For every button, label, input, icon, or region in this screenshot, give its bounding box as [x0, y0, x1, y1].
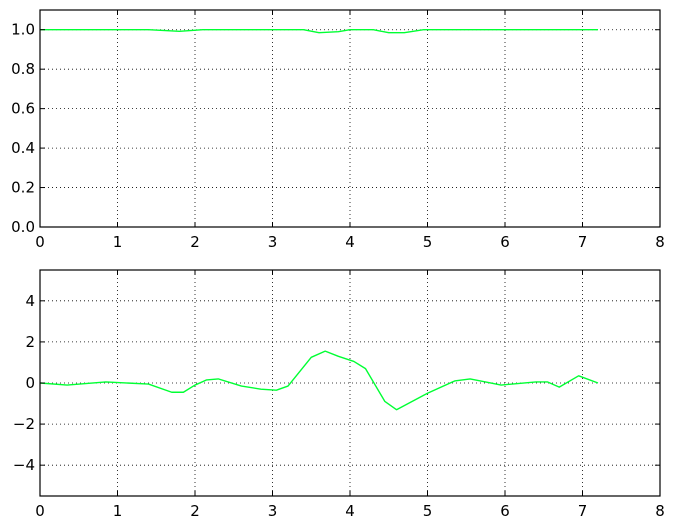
x-tick-label: 3: [268, 233, 278, 251]
bottom-subplot: 0 1 2 3 4 5 6 7 8 −4 −2 0 2 4: [13, 269, 665, 520]
x-tick-label: 0: [35, 233, 45, 251]
x-tick-label: 5: [423, 502, 433, 520]
x-tick-label: 7: [578, 233, 588, 251]
x-tick-label: 4: [345, 502, 355, 520]
x-tick-label: 8: [655, 502, 665, 520]
top-subplot: 0 1 2 3 4 5 6 7 8 0.0 0.2 0.4 0.6 0.8 1.0: [11, 9, 665, 251]
y-tick-label: 0.2: [11, 179, 35, 197]
x-tick-label: 2: [190, 502, 200, 520]
y-tick-label: 4: [25, 292, 35, 310]
x-tick-label: 6: [500, 233, 510, 251]
x-tick-label: 0: [35, 502, 45, 520]
y-tick-label: 1.0: [11, 21, 35, 39]
x-tick-label: 2: [190, 233, 200, 251]
y-tick-label: −4: [13, 456, 35, 474]
x-tick-label: 1: [113, 502, 123, 520]
y-tick-label: 0.8: [11, 60, 35, 78]
x-tick-label: 7: [578, 502, 588, 520]
y-tick-label: −2: [13, 415, 35, 433]
series-line: [40, 29, 598, 34]
y-tick-label: 0.6: [11, 100, 35, 118]
y-tick-label: 0.4: [11, 139, 35, 157]
x-tick-label: 1: [113, 233, 123, 251]
y-tick-label: 2: [25, 333, 35, 351]
series-line: [39, 350, 599, 411]
x-tick-label: 5: [423, 233, 433, 251]
y-tick-label: 0.0: [11, 218, 35, 236]
x-tick-label: 4: [345, 233, 355, 251]
y-tick-label: 0: [25, 374, 35, 392]
x-tick-label: 8: [655, 233, 665, 251]
x-tick-label: 6: [500, 502, 510, 520]
x-tick-label: 3: [268, 502, 278, 520]
